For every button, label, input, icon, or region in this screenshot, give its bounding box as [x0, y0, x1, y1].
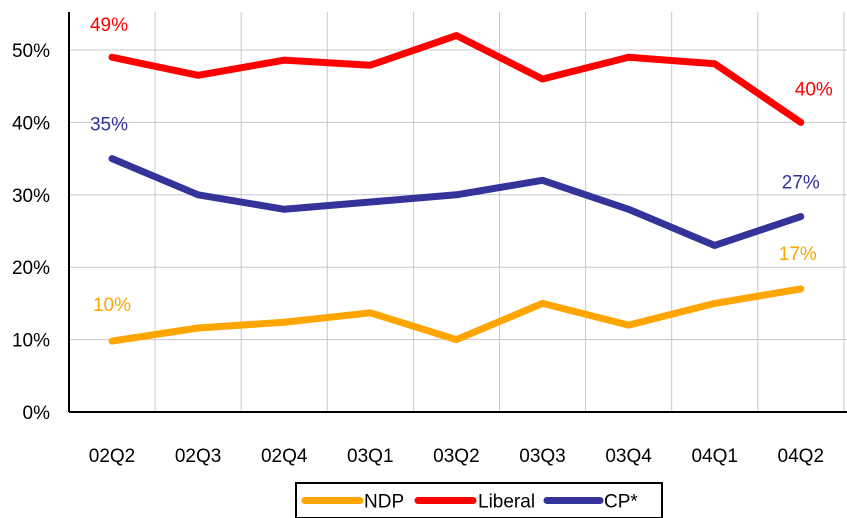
series-lines	[108, 32, 805, 345]
data-label: 17%	[779, 244, 817, 265]
axes: 0% 10% 20% 30% 40% 50% 02Q2 02Q3 02Q4 03Q1 03Q2 03Q…	[12, 12, 847, 467]
x-tick-label: 03Q3	[519, 446, 565, 467]
data-label: 10%	[93, 295, 131, 316]
y-tick-label: 10%	[12, 331, 50, 352]
data-label: 35%	[90, 115, 128, 136]
series-line-liberal	[108, 32, 805, 126]
legend: NDP Liberal CP*	[295, 482, 663, 518]
x-tick-label: 02Q3	[175, 446, 221, 467]
data-label: 40%	[795, 79, 833, 100]
x-tick-label: 03Q4	[605, 446, 652, 467]
data-label: 49%	[90, 15, 128, 36]
x-tick-label: 03Q2	[433, 446, 479, 467]
series-line-ndp	[108, 285, 805, 345]
x-tick-label: 03Q1	[347, 446, 393, 467]
y-tick-label: 20%	[12, 258, 50, 279]
legend-label: NDP	[364, 492, 404, 513]
legend-label: Liberal	[478, 492, 535, 513]
x-tick-label: 04Q2	[778, 446, 824, 467]
data-labels: 10% 17% 49% 40% 35% 27%	[90, 15, 833, 316]
y-tick-label: 40%	[12, 113, 50, 134]
data-label: 27%	[782, 173, 820, 194]
y-tick-label: 0%	[23, 403, 51, 424]
series-line-cp	[108, 155, 805, 249]
y-tick-label: 30%	[12, 186, 50, 207]
legend-label: CP*	[604, 492, 638, 513]
y-tick-label: 50%	[12, 41, 50, 62]
x-tick-label: 02Q2	[89, 446, 135, 467]
x-tick-label: 02Q4	[261, 446, 308, 467]
x-tick-label: 04Q1	[691, 446, 737, 467]
